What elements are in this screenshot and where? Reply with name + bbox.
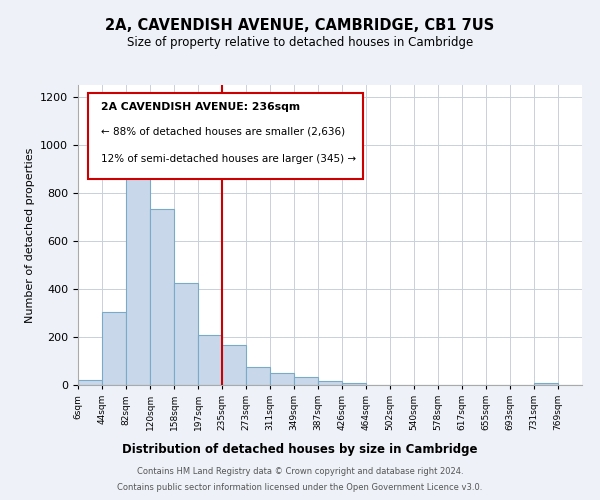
Bar — [126, 156, 150, 385]
Text: ← 88% of detached houses are smaller (2,636): ← 88% of detached houses are smaller (2,… — [101, 127, 345, 137]
Bar — [342, 383, 366, 385]
Text: Contains HM Land Registry data © Crown copyright and database right 2024.: Contains HM Land Registry data © Crown c… — [137, 467, 463, 476]
Text: 12% of semi-detached houses are larger (345) →: 12% of semi-detached houses are larger (… — [101, 154, 356, 164]
Bar — [78, 380, 102, 385]
Bar — [270, 374, 294, 385]
Y-axis label: Number of detached properties: Number of detached properties — [25, 148, 35, 322]
Bar — [150, 208, 174, 385]
FancyBboxPatch shape — [88, 92, 363, 180]
Bar — [222, 346, 246, 385]
Bar — [246, 367, 270, 385]
Text: 2A, CAVENDISH AVENUE, CAMBRIDGE, CB1 7US: 2A, CAVENDISH AVENUE, CAMBRIDGE, CB1 7US — [106, 18, 494, 32]
Bar — [174, 283, 198, 385]
Bar — [294, 378, 318, 385]
Bar — [534, 382, 558, 385]
Text: Contains public sector information licensed under the Open Government Licence v3: Contains public sector information licen… — [118, 484, 482, 492]
Bar — [198, 334, 222, 385]
Bar — [102, 312, 126, 385]
Text: 2A CAVENDISH AVENUE: 236sqm: 2A CAVENDISH AVENUE: 236sqm — [101, 102, 300, 112]
Text: Size of property relative to detached houses in Cambridge: Size of property relative to detached ho… — [127, 36, 473, 49]
Text: Distribution of detached houses by size in Cambridge: Distribution of detached houses by size … — [122, 442, 478, 456]
Bar — [318, 380, 342, 385]
